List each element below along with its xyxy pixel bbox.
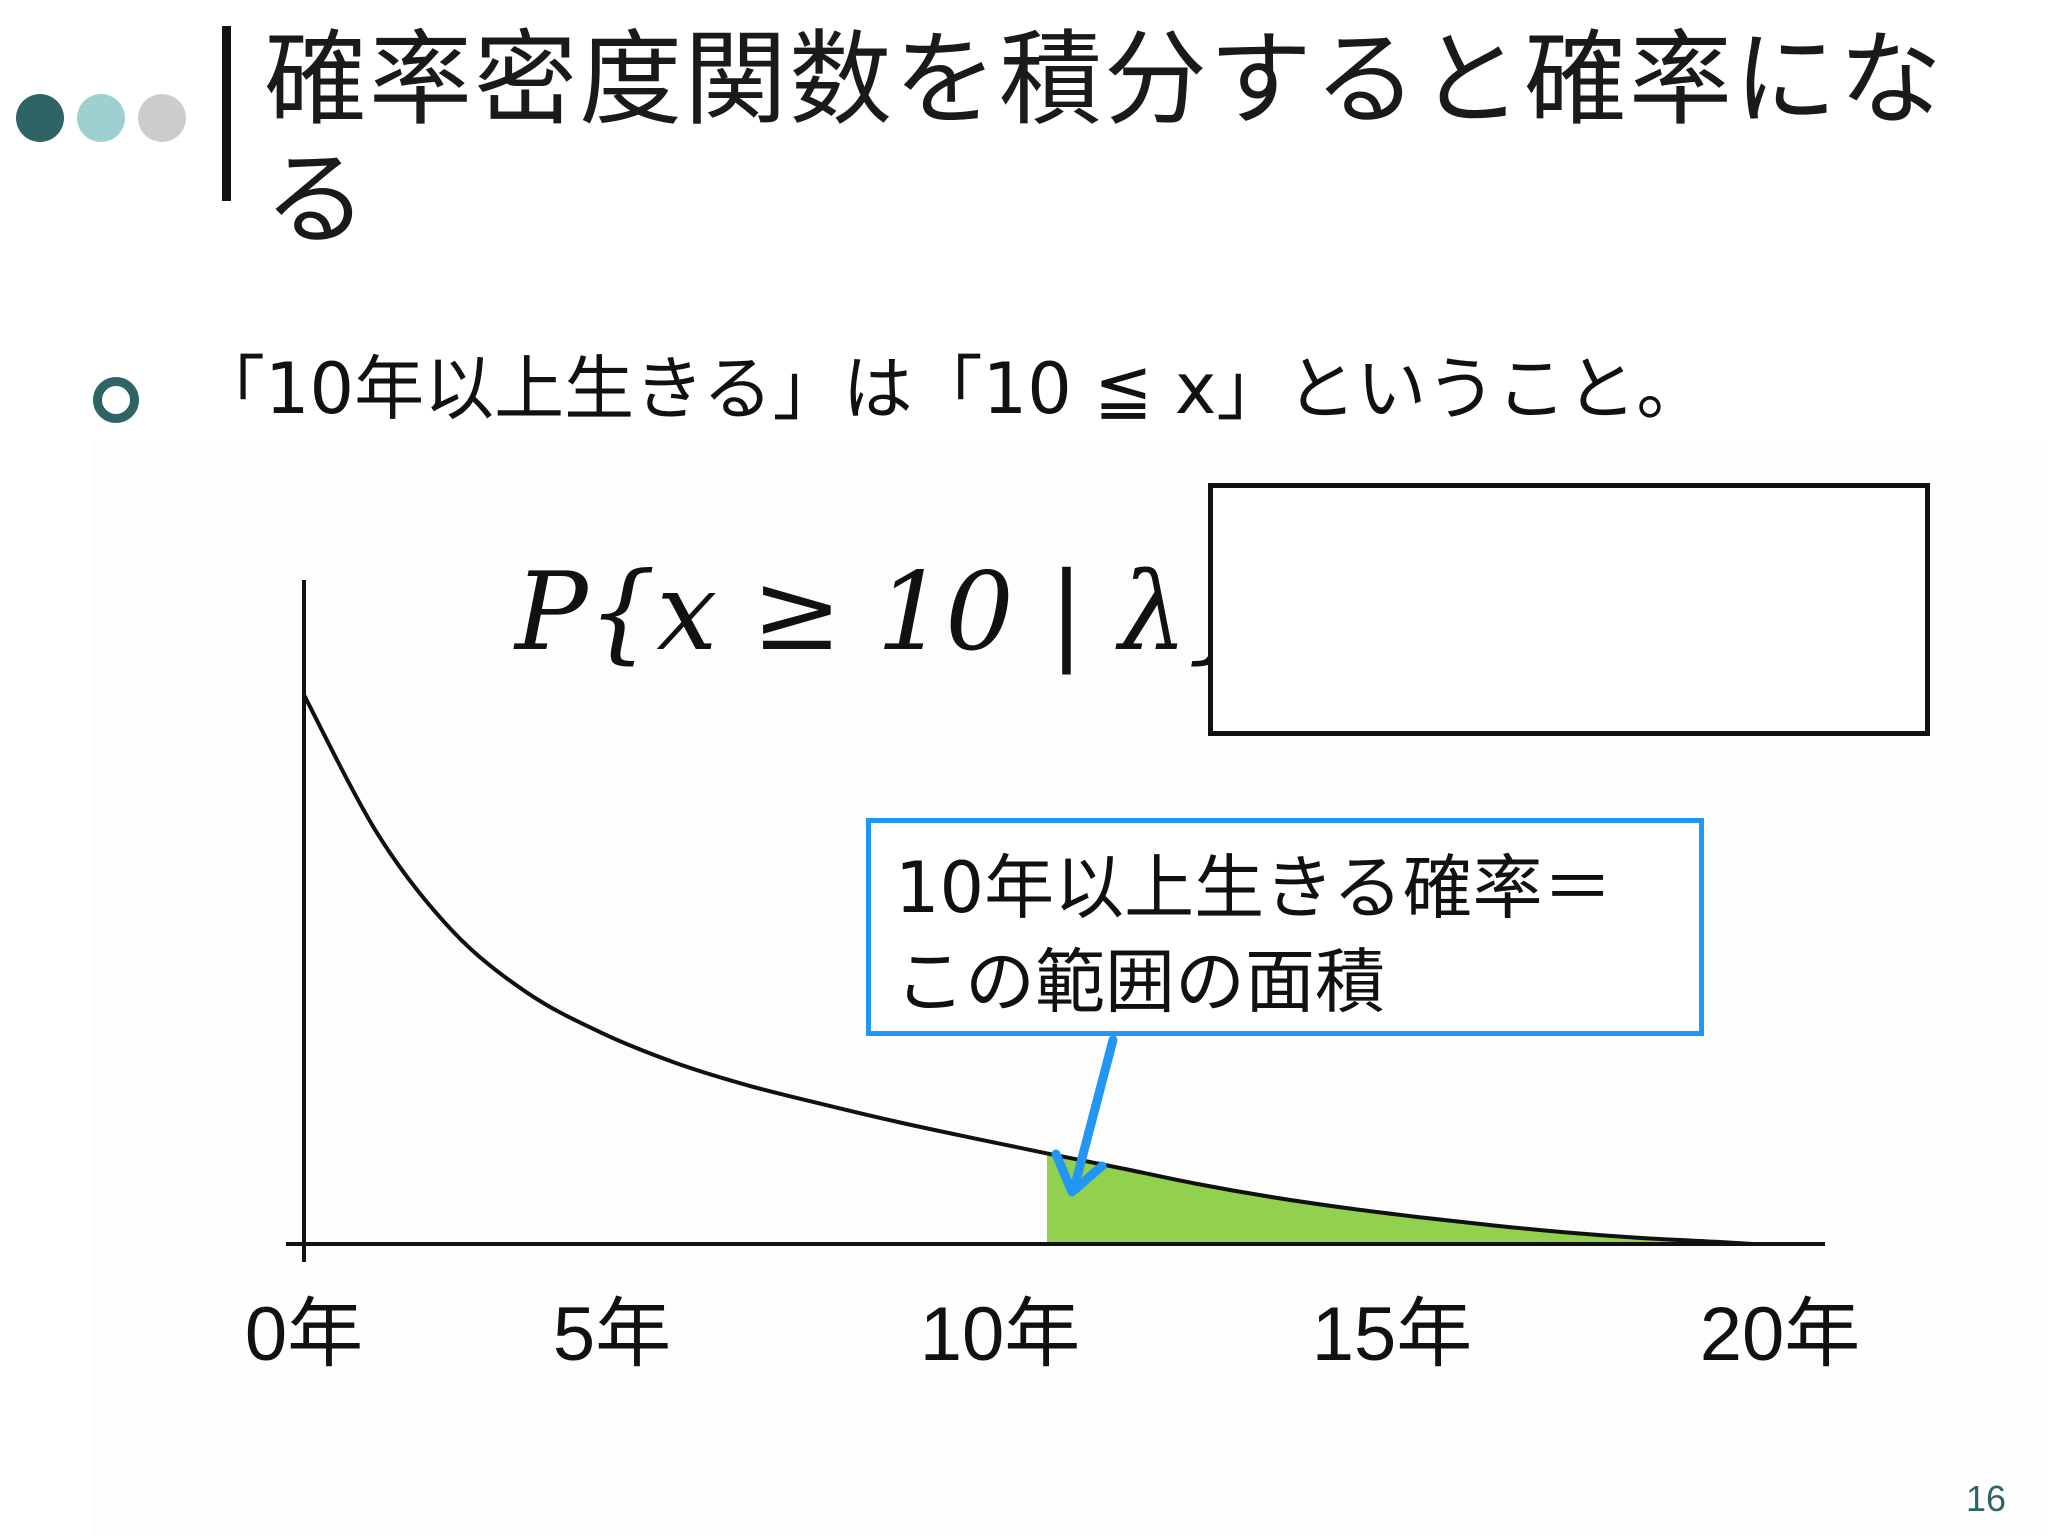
x-tick-label: 0年: [244, 1292, 364, 1377]
callout-arrow: [1051, 1035, 1118, 1197]
x-tick-label: 5年: [552, 1292, 672, 1377]
x-tick-label: 10年: [919, 1292, 1081, 1377]
callout-line-1: 10年以上生きる確率＝: [895, 847, 1613, 929]
x-tick-label: 20年: [1699, 1292, 1861, 1377]
bullet-text: 「10年以上生きる」は「10 ≦ x」ということ。: [195, 348, 1707, 430]
shaded-area: [1047, 1153, 1753, 1244]
dot-dark: [16, 94, 64, 142]
dot-gray: [138, 94, 186, 142]
page-number: 16: [1965, 1478, 2006, 1519]
answer-box: [1208, 483, 1930, 736]
x-axis-ticks: [302, 1244, 306, 1262]
slide-title: 確率密度関数を積分すると確率になる: [264, 20, 1944, 260]
title-decoration-dots: [16, 94, 186, 142]
bullet-marker: [93, 377, 139, 423]
dot-light: [77, 94, 125, 142]
callout-line-2: この範囲の面積: [895, 941, 1385, 1023]
title-divider: [222, 26, 231, 201]
density-curve: [302, 694, 1753, 1246]
x-tick-label: 15年: [1311, 1292, 1473, 1377]
callout-box: 10年以上生きる確率＝ この範囲の面積: [866, 818, 1704, 1036]
